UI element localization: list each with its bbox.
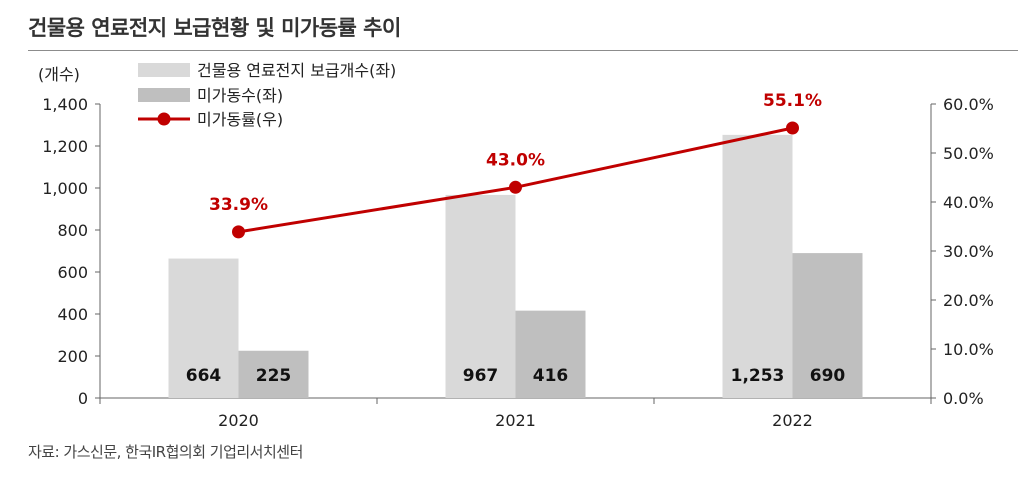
- rate-series: 33.9% 43.0% 55.1%: [209, 91, 822, 239]
- rate-point: [509, 180, 522, 194]
- left-axis-ticks: 0 200 400 600 800 1,000 1,200 1,400: [42, 95, 100, 408]
- source-note: 자료: 가스신문, 한국IR협의회 기업리서치센터: [28, 443, 303, 461]
- right-tick-label: 50.0%: [943, 144, 994, 163]
- left-tick-label: 1,400: [42, 95, 88, 114]
- right-tick-label: 0.0%: [943, 389, 984, 408]
- installed-bar-label: 1,253: [731, 366, 785, 386]
- rate-label: 55.1%: [763, 91, 822, 111]
- idle-bar-label: 225: [256, 366, 292, 386]
- title-divider: [28, 50, 1018, 51]
- idle-bar: [792, 253, 863, 398]
- legend-label: 건물용 연료전지 보급개수(좌): [197, 61, 396, 80]
- installed-bar: [168, 258, 239, 398]
- legend-label: 미가동률(우): [197, 110, 283, 129]
- left-tick-label: 0: [78, 389, 88, 408]
- rate-label: 43.0%: [486, 150, 545, 170]
- right-tick-label: 10.0%: [943, 340, 994, 359]
- idle-bar: [515, 310, 586, 398]
- idle-bar-label: 416: [533, 366, 569, 386]
- installed-bar: [445, 194, 516, 398]
- right-tick-label: 20.0%: [943, 291, 994, 310]
- left-tick-label: 1,200: [42, 137, 88, 156]
- left-tick-label: 800: [57, 221, 88, 240]
- left-tick-label: 600: [57, 263, 88, 282]
- left-tick-label: 1,000: [42, 179, 88, 198]
- rate-point: [232, 225, 245, 239]
- left-tick-label: 200: [57, 347, 88, 366]
- bar-value-labels: 664 225 967 416 1,253 690: [186, 366, 846, 386]
- left-tick-label: 400: [57, 305, 88, 324]
- rate-swatch-marker: [157, 112, 171, 126]
- right-axis-ticks: 0.0% 10.0% 20.0% 30.0% 40.0% 50.0% 60.0%: [931, 95, 994, 408]
- installed-bar-label: 967: [463, 366, 499, 386]
- legend: 건물용 연료전지 보급개수(좌) 미가동수(좌) 미가동률(우): [138, 61, 396, 129]
- installed-bar-label: 664: [186, 366, 222, 386]
- legend-label: 미가동수(좌): [197, 86, 283, 105]
- installed-bar-swatch: [138, 63, 190, 77]
- rate-point: [786, 121, 799, 135]
- right-tick-label: 40.0%: [943, 193, 994, 212]
- x-tick-label: 2020: [218, 411, 259, 430]
- bars: [168, 134, 863, 398]
- x-tick-label: 2021: [495, 411, 536, 430]
- installed-bar: [722, 134, 793, 398]
- x-tick-label: 2022: [772, 411, 813, 430]
- idle-bar-label: 690: [810, 366, 846, 386]
- chart-title: 건물용 연료전지 보급현황 및 미가동률 추이: [28, 16, 401, 40]
- right-tick-label: 30.0%: [943, 242, 994, 261]
- right-tick-label: 60.0%: [943, 95, 994, 114]
- idle-bar-swatch: [138, 88, 190, 102]
- x-axis-ticks: 2020 2021 2022: [99, 398, 932, 430]
- idle-bar: [238, 350, 309, 398]
- left-axis-unit: (개수): [38, 65, 80, 84]
- rate-label: 33.9%: [209, 195, 268, 215]
